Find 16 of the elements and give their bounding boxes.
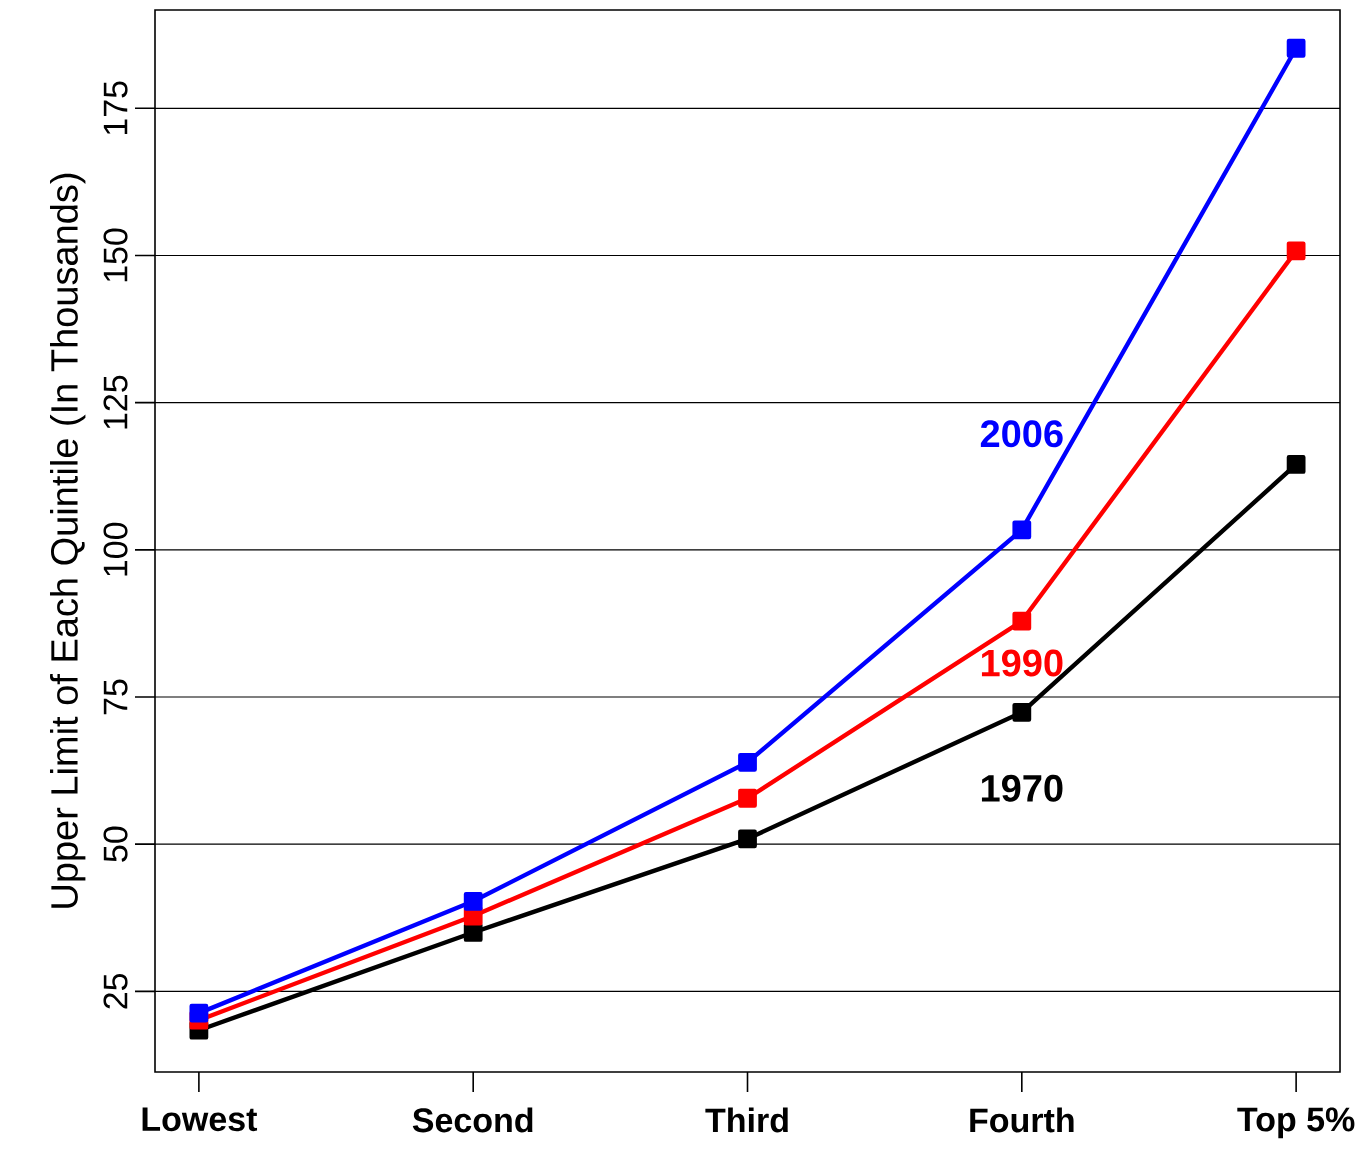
x-tick-label: Top 5% — [1237, 1107, 1355, 1139]
series-label: 1990 — [981, 649, 1063, 677]
y-tick-label: 75 — [103, 679, 128, 715]
y-tick-label: 175 — [103, 81, 128, 135]
y-tick-label: 100 — [103, 522, 128, 576]
series-label: 1970 — [981, 774, 1063, 802]
x-tick-label: Fourth — [970, 1107, 1074, 1133]
x-tick-label: Second — [412, 1107, 533, 1133]
x-tick-label: Lowest — [142, 1107, 258, 1132]
y-tick-label: 25 — [103, 973, 128, 1009]
y-tick-label: 50 — [103, 826, 128, 862]
y-axis-title: Upper Limit of Each Quintile (In Thousands) — [49, 173, 86, 908]
x-tick-label: Third — [705, 1107, 788, 1133]
y-tick-label: 125 — [103, 375, 128, 429]
y-tick-label: 150 — [103, 228, 128, 282]
series-label: 2006 — [980, 420, 1063, 448]
